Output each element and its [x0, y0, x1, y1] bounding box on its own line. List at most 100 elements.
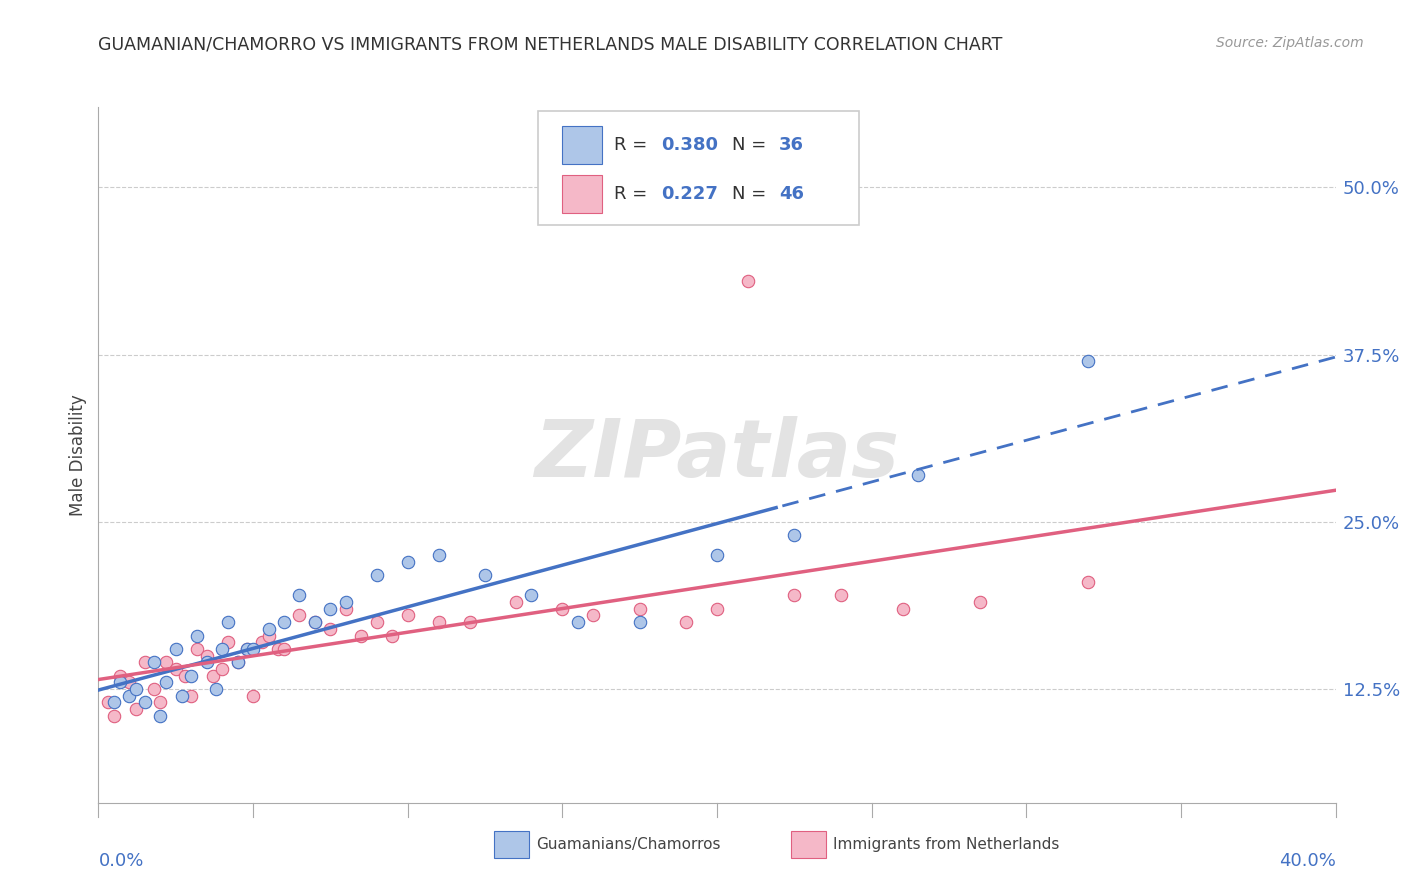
Point [236, 642, 259, 657]
Point [706, 602, 728, 616]
Point [201, 669, 224, 683]
Point [1077, 354, 1099, 368]
Text: 0.0%: 0.0% [98, 852, 143, 870]
Text: GUAMANIAN/CHAMORRO VS IMMIGRANTS FROM NETHERLANDS MALE DISABILITY CORRELATION CH: GUAMANIAN/CHAMORRO VS IMMIGRANTS FROM NE… [98, 36, 1002, 54]
Point [180, 669, 202, 683]
Point [226, 655, 249, 669]
FancyBboxPatch shape [537, 111, 859, 226]
Point [783, 528, 806, 542]
Point [783, 589, 806, 603]
Point [582, 608, 605, 623]
Point [242, 689, 264, 703]
Point [165, 662, 187, 676]
Point [97, 696, 120, 710]
Point [149, 696, 172, 710]
FancyBboxPatch shape [792, 830, 825, 858]
Point [350, 628, 373, 642]
Point [505, 595, 527, 609]
Point [427, 615, 450, 630]
Point [252, 635, 274, 649]
Text: ZIPatlas: ZIPatlas [534, 416, 900, 494]
Point [458, 615, 481, 630]
Point [319, 622, 342, 636]
Point [969, 595, 991, 609]
Point [675, 615, 697, 630]
Point [706, 548, 728, 563]
Point [195, 648, 218, 663]
Point [366, 568, 388, 582]
Point [186, 628, 208, 642]
Point [217, 615, 239, 630]
Point [366, 615, 388, 630]
Point [143, 655, 166, 669]
Text: 46: 46 [779, 185, 804, 203]
Point [737, 274, 759, 288]
Text: R =: R = [614, 185, 654, 203]
Point [1077, 575, 1099, 590]
Point [134, 696, 156, 710]
Point [134, 655, 156, 669]
Point [211, 642, 233, 657]
Point [567, 615, 589, 630]
Point [288, 589, 311, 603]
Point [267, 642, 290, 657]
Point [108, 669, 131, 683]
FancyBboxPatch shape [562, 175, 602, 213]
Point [335, 602, 357, 616]
Text: Source: ZipAtlas.com: Source: ZipAtlas.com [1216, 36, 1364, 50]
Text: N =: N = [733, 136, 772, 154]
Point [273, 615, 295, 630]
Text: N =: N = [733, 185, 772, 203]
Point [257, 628, 280, 642]
Text: Guamanians/Chamorros: Guamanians/Chamorros [537, 837, 721, 852]
Point [124, 702, 146, 716]
Text: Immigrants from Netherlands: Immigrants from Netherlands [834, 837, 1060, 852]
Point [205, 681, 228, 696]
Text: R =: R = [614, 136, 654, 154]
Point [396, 608, 419, 623]
Point [217, 635, 239, 649]
Point [174, 669, 197, 683]
Point [124, 681, 146, 696]
Point [427, 548, 450, 563]
Point [830, 589, 852, 603]
Point [143, 681, 166, 696]
Point [226, 655, 249, 669]
Point [319, 602, 342, 616]
Point [236, 642, 259, 657]
Point [180, 689, 202, 703]
Point [108, 675, 131, 690]
Point [288, 608, 311, 623]
Point [396, 555, 419, 569]
Point [103, 696, 125, 710]
Point [628, 615, 651, 630]
Point [170, 689, 193, 703]
Point [273, 642, 295, 657]
Point [304, 615, 326, 630]
Point [155, 675, 177, 690]
Point [211, 662, 233, 676]
Point [165, 642, 187, 657]
Point [195, 655, 218, 669]
Point [381, 628, 404, 642]
Point [186, 642, 208, 657]
FancyBboxPatch shape [562, 126, 602, 164]
Point [474, 568, 496, 582]
Point [242, 642, 264, 657]
Text: 40.0%: 40.0% [1279, 852, 1336, 870]
Text: 0.380: 0.380 [661, 136, 718, 154]
Point [149, 708, 172, 723]
Point [304, 615, 326, 630]
Point [520, 589, 543, 603]
Point [907, 468, 929, 483]
FancyBboxPatch shape [495, 830, 529, 858]
Text: 36: 36 [779, 136, 804, 154]
Point [335, 595, 357, 609]
Point [891, 602, 914, 616]
Point [628, 602, 651, 616]
Point [118, 689, 141, 703]
Point [155, 655, 177, 669]
Y-axis label: Male Disability: Male Disability [69, 394, 87, 516]
Point [551, 602, 574, 616]
Point [103, 708, 125, 723]
